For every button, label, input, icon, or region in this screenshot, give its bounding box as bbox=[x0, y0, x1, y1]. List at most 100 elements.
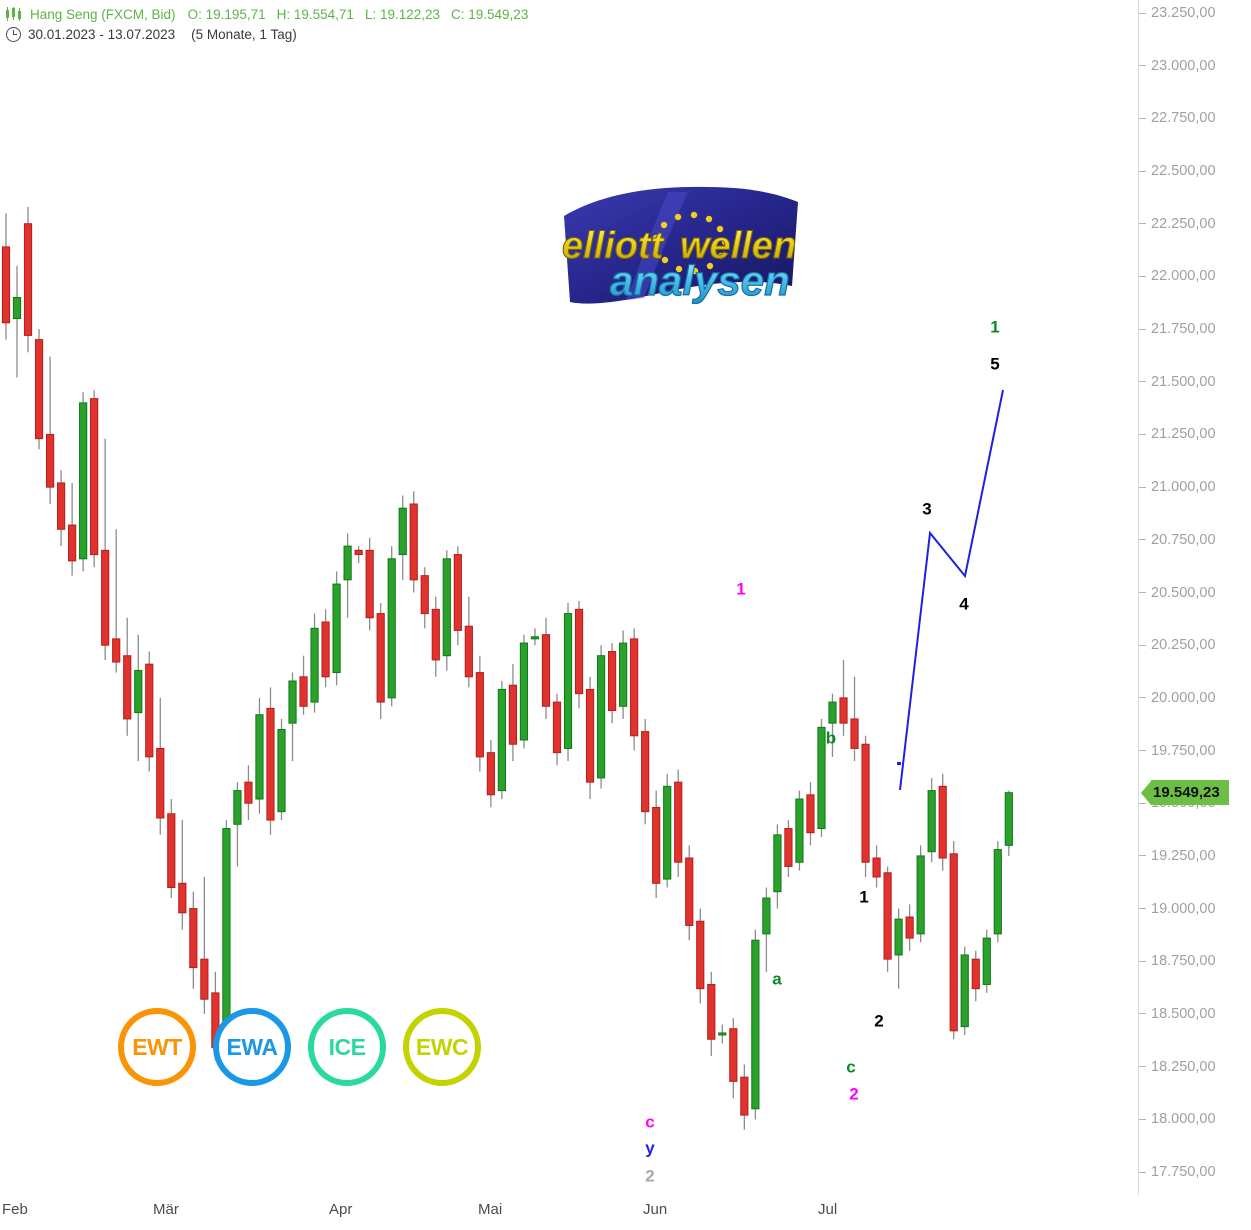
candle-down bbox=[630, 638, 639, 737]
candle-down bbox=[156, 747, 165, 819]
candlestick-series bbox=[1, 206, 1013, 1130]
price-tick: 20.000,00 bbox=[1139, 690, 1216, 706]
candle-down bbox=[23, 223, 33, 336]
candle-down bbox=[707, 983, 716, 1040]
candle-down bbox=[486, 752, 495, 796]
date-tick: Mär bbox=[153, 1201, 179, 1218]
candle-up bbox=[1004, 792, 1013, 846]
candle-down bbox=[552, 701, 562, 754]
candle-up bbox=[828, 701, 837, 724]
candle-up bbox=[442, 558, 451, 657]
candle-down bbox=[850, 718, 859, 749]
candle-up bbox=[751, 939, 760, 1110]
candle-down bbox=[376, 613, 385, 703]
candle-down bbox=[34, 339, 44, 440]
price-tick: 19.250,00 bbox=[1139, 848, 1216, 864]
wave-label-y: y bbox=[645, 1138, 655, 1158]
candle-down bbox=[839, 697, 848, 724]
candle-down bbox=[200, 958, 209, 1000]
candle-up bbox=[332, 583, 341, 674]
date-axis[interactable]: Feb Mär Apr Mai Jun Jul bbox=[0, 1195, 1138, 1230]
date-tick: Jun bbox=[643, 1201, 668, 1218]
candle-up bbox=[596, 655, 606, 779]
date-tick: Apr bbox=[329, 1201, 353, 1218]
candle-up bbox=[12, 296, 22, 320]
candle-up bbox=[134, 669, 143, 714]
candle-down bbox=[608, 651, 617, 712]
instrument-quote-row: Hang Seng (FXCM, Bid) O: 19.195,71 H: 19… bbox=[6, 4, 1136, 24]
candle-down bbox=[949, 853, 958, 1032]
logo-line1: elliott bbox=[562, 225, 665, 267]
candle-up bbox=[519, 642, 529, 741]
price-tick: 22.000,00 bbox=[1139, 268, 1216, 284]
candle-down bbox=[861, 743, 870, 863]
candle-down bbox=[57, 482, 66, 530]
candle-up bbox=[960, 954, 969, 1028]
candle-down bbox=[123, 655, 132, 720]
chart-header: Hang Seng (FXCM, Bid) O: 19.195,71 H: 19… bbox=[0, 0, 1136, 44]
candle-down bbox=[574, 608, 584, 695]
wave-label-1: 1 bbox=[736, 579, 746, 599]
badge-ewa-label: EWA bbox=[226, 1033, 278, 1060]
price-tick: 18.000,00 bbox=[1139, 1111, 1216, 1127]
eu-flag-shape bbox=[564, 186, 798, 304]
candle-down bbox=[883, 872, 892, 960]
wave-label-2: 2 bbox=[874, 1011, 884, 1031]
service-badges: EWT EWA ICE EWC bbox=[118, 1008, 481, 1086]
price-tick: 20.750,00 bbox=[1139, 532, 1216, 548]
wave-label-1: 1 bbox=[859, 887, 869, 907]
price-tick: 21.000,00 bbox=[1139, 479, 1216, 495]
badge-ewt[interactable]: EWT bbox=[118, 1008, 196, 1086]
candle-down bbox=[872, 857, 881, 878]
candle-down bbox=[365, 549, 374, 619]
candle-down bbox=[585, 688, 595, 783]
candle-up bbox=[795, 798, 804, 863]
candle-down bbox=[453, 554, 462, 631]
price-tick: 22.500,00 bbox=[1139, 163, 1216, 179]
price-plot-area[interactable] bbox=[0, 0, 1138, 1195]
candle-up bbox=[773, 834, 782, 893]
badge-ewc-label: EWC bbox=[415, 1033, 469, 1060]
badge-ewa[interactable]: EWA bbox=[213, 1008, 291, 1086]
wave-label-a: a bbox=[772, 969, 782, 989]
candlestick-icon bbox=[6, 7, 23, 21]
logo-line2: analysen bbox=[610, 257, 790, 304]
wave-label-5: 5 bbox=[990, 354, 1000, 374]
quote-high: H: 19.554,71 bbox=[276, 6, 354, 22]
price-tick: 21.250,00 bbox=[1139, 426, 1216, 442]
candle-down bbox=[740, 1076, 749, 1116]
candle-down bbox=[266, 707, 275, 821]
candle-down bbox=[652, 806, 661, 884]
wave-label-1: 1 bbox=[990, 317, 1000, 337]
badge-ewc[interactable]: EWC bbox=[403, 1008, 481, 1086]
candle-down bbox=[971, 958, 980, 990]
candle-down bbox=[101, 549, 110, 646]
projection-anchor-dot bbox=[897, 762, 901, 765]
candle-down bbox=[299, 676, 308, 707]
candle-up bbox=[718, 1032, 727, 1036]
price-tick: 18.750,00 bbox=[1139, 953, 1216, 969]
candle-down bbox=[354, 549, 363, 556]
badge-ice[interactable]: ICE bbox=[308, 1008, 386, 1086]
candle-down bbox=[541, 634, 551, 707]
badge-ewt-label: EWT bbox=[132, 1033, 182, 1060]
price-tick: 20.250,00 bbox=[1139, 637, 1216, 653]
quote-low: L: 19.122,23 bbox=[364, 6, 441, 22]
candle-down bbox=[1, 246, 11, 324]
price-axis[interactable]: 19.549,23 23.250,00 23.000,00 22.750,00 22.… bbox=[1138, 0, 1251, 1195]
candle-up bbox=[762, 897, 771, 935]
price-tick: 23.000,00 bbox=[1139, 58, 1216, 74]
logo-line1b: wellen bbox=[680, 225, 796, 267]
badge-ice-label: ICE bbox=[328, 1033, 366, 1060]
candle-up bbox=[927, 790, 936, 853]
instrument-name: Hang Seng (FXCM, Bid) bbox=[30, 6, 176, 22]
date-range-row: 30.01.2023 - 13.07.2023 (5 Monate, 1 Tag… bbox=[6, 24, 1136, 44]
candle-up bbox=[277, 728, 286, 813]
candle-down bbox=[145, 663, 154, 758]
candle-up bbox=[387, 558, 396, 699]
date-tick: Feb bbox=[2, 1201, 28, 1218]
candle-down bbox=[938, 785, 947, 859]
candle-up bbox=[310, 627, 319, 703]
candle-up bbox=[817, 726, 826, 830]
candle-up bbox=[916, 855, 925, 935]
